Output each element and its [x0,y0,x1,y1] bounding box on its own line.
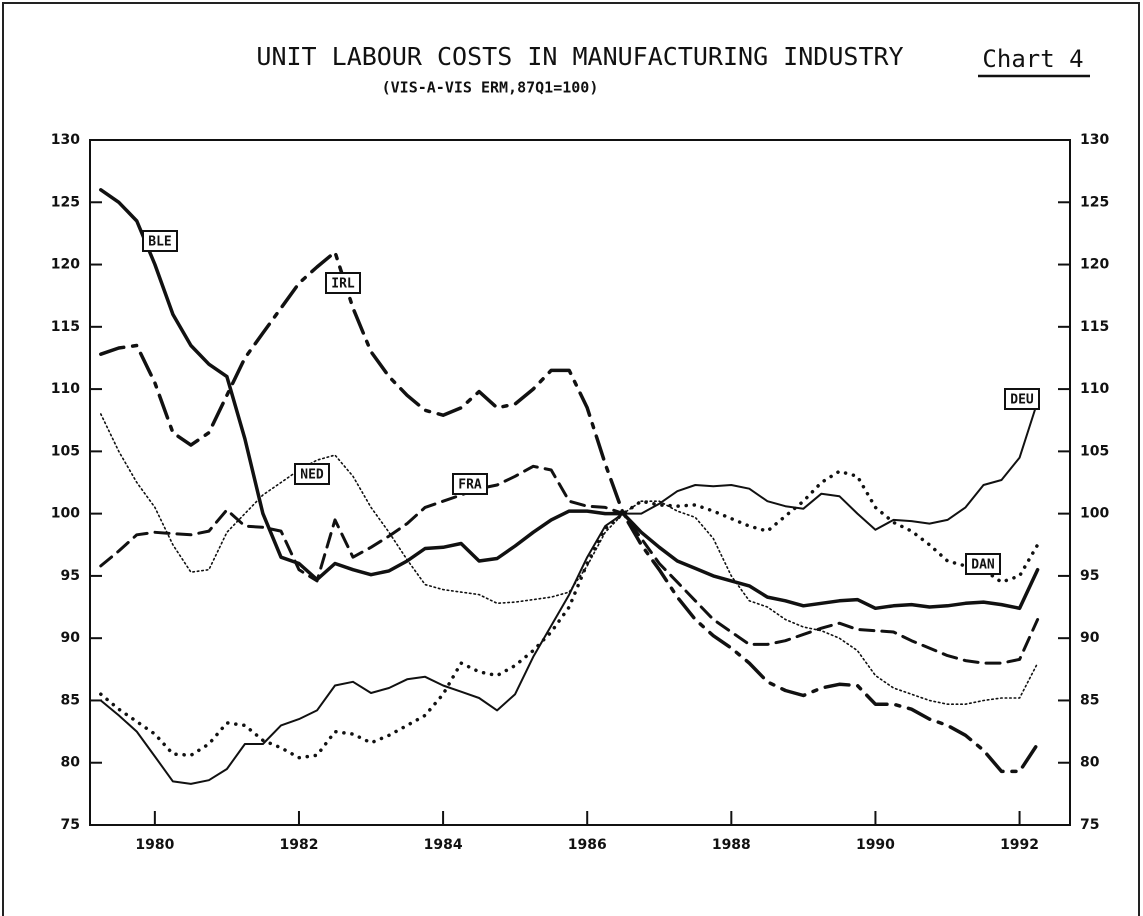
series-tag-box [142,230,178,252]
y2-tick-label: 75 [1080,817,1099,833]
y-tick-label: 130 [51,132,80,148]
series-tag-box [965,553,1001,575]
chart-title: UNIT LABOUR COSTS IN MANUFACTURING INDUS… [256,42,903,71]
y2-tick-label: 90 [1080,630,1100,646]
series-line [99,188,1040,611]
y-tick-label: 115 [51,319,80,335]
y-tick-label: 80 [61,755,81,771]
series-tag-box [452,473,488,495]
x-tick-label: 1992 [1000,837,1039,853]
plot-frame [89,139,1071,826]
y-tick-label: 75 [61,817,80,833]
series-tag: DAN [971,558,995,573]
y-tick-label: 125 [51,194,80,210]
y2-tick-label: 85 [1080,692,1099,708]
series-line [100,413,1039,705]
x-tick-label: 1980 [135,837,174,853]
y2-tick-label: 120 [1080,257,1109,273]
x-tick-label: 1988 [712,837,751,853]
y-tick-label: 100 [51,506,80,522]
y2-tick-label: 105 [1080,443,1109,459]
y-tick-label: 85 [61,692,80,708]
y-tick-label: 110 [51,381,80,397]
chart-annotation: Chart 4 [982,45,1083,73]
series-tag: FRA [458,478,482,493]
series-tag: NED [300,468,324,483]
y2-tick-label: 80 [1080,755,1100,771]
series-tag-box [294,463,330,485]
y2-tick-label: 130 [1080,132,1109,148]
series-tag: IRL [331,277,355,292]
y-tick-label: 105 [51,443,80,459]
series-line [99,400,1039,785]
series-tag-box [325,272,361,294]
y-tick-label: 95 [61,568,80,584]
series-tag: DEU [1010,393,1034,408]
chart-subtitle: (VIS-A-VIS ERM,87Q1=100) [382,79,599,97]
x-tick-label: 1984 [424,837,463,853]
series-tag: BLE [148,235,171,250]
x-tick-label: 1982 [279,837,318,853]
series-line [99,464,1040,665]
y2-tick-label: 110 [1080,381,1109,397]
x-tick-label: 1986 [568,837,607,853]
series-line [99,250,1040,774]
y2-tick-label: 95 [1080,568,1099,584]
x-tick-label: 1990 [856,837,895,853]
y-tick-label: 90 [61,630,81,646]
y2-tick-label: 125 [1080,194,1109,210]
y-tick-label: 120 [51,257,80,273]
series-tag-box [1004,388,1040,410]
y2-tick-label: 115 [1080,319,1109,335]
series-line [99,469,1040,760]
y2-tick-label: 100 [1080,506,1109,522]
